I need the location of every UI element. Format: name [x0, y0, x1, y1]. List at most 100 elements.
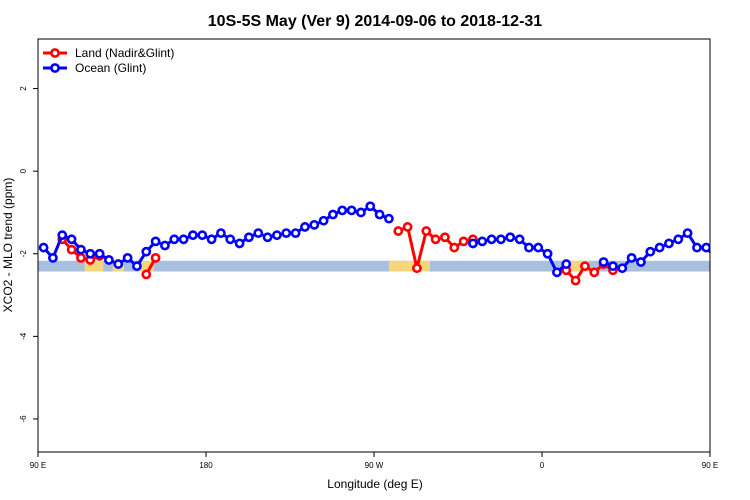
- ocean-legend-marker: [50, 63, 60, 73]
- ocean-data-point: [505, 232, 516, 243]
- ocean-data-point: [113, 259, 124, 269]
- land-legend-label: Land (Nadir&Glint): [75, 46, 174, 60]
- ocean-data-point: [281, 228, 292, 239]
- ocean-data-point: [598, 257, 609, 267]
- chart-title: 10S-5S May (Ver 9) 2014-09-06 to 2018-12…: [208, 13, 543, 30]
- y-tick-label: -4: [19, 332, 28, 340]
- ocean-data-point: [160, 240, 170, 251]
- ocean-data-point: [356, 207, 366, 218]
- land-legend-marker: [50, 48, 60, 58]
- x-tick-label: 180: [199, 461, 213, 470]
- y-tick-label: 2: [19, 86, 28, 91]
- ocean-data-point: [701, 242, 710, 253]
- ocean-data-point: [740, 244, 747, 251]
- land-data-point: [580, 261, 590, 272]
- ocean-data-point: [721, 232, 728, 239]
- ocean-data-point: [132, 261, 142, 272]
- ocean-data-point: [682, 228, 693, 239]
- ocean-data-point: [272, 230, 282, 241]
- ocean-data-point: [477, 236, 488, 247]
- ocean-data-point: [38, 242, 49, 253]
- ocean-data-point: [318, 215, 329, 226]
- ocean-data-point: [66, 234, 77, 245]
- land-strip: [388, 260, 430, 272]
- land-strip: [138, 260, 154, 272]
- ocean-data-point: [374, 209, 385, 220]
- ocean-data-point: [496, 234, 506, 245]
- y-tick-label: -2: [19, 250, 28, 258]
- ocean-data-point: [197, 230, 208, 241]
- ocean-data-point: [225, 234, 236, 245]
- ocean-data-point: [636, 257, 646, 267]
- ocean-data-point: [262, 232, 273, 243]
- ocean-data-point: [626, 252, 637, 263]
- ocean-legend-label: Ocean (Glint): [75, 61, 146, 75]
- land-strip: [570, 260, 589, 272]
- ocean-data-point: [608, 261, 618, 272]
- land-data-point: [430, 234, 441, 245]
- ocean-data-point: [244, 232, 254, 243]
- ocean-data-point: [524, 242, 534, 253]
- ocean-data-point: [234, 238, 245, 249]
- legend: Land (Nadir&Glint)Ocean (Glint): [43, 46, 174, 75]
- ocean-data-point: [617, 263, 628, 274]
- ocean-data-point: [169, 234, 180, 245]
- y-tick-label: 0: [19, 168, 28, 173]
- land-data-point: [150, 252, 161, 263]
- ocean-data-point: [486, 234, 497, 245]
- land-data-point: [393, 226, 404, 236]
- ocean-data-point: [300, 222, 310, 232]
- series-layer: [38, 201, 747, 286]
- x-axis-label: Longitude (deg E): [327, 477, 422, 491]
- ocean-data-point: [542, 248, 553, 259]
- ocean-data-point: [731, 236, 738, 243]
- x-tick-label: 90 E: [702, 461, 718, 470]
- land-data-point: [66, 244, 77, 255]
- ocean-data-point: [384, 213, 394, 224]
- land-data-point: [76, 252, 86, 263]
- ocean-data-point: [216, 228, 226, 239]
- ocean-data-point: [654, 242, 665, 253]
- y-axis-label: XCO2 - MLO trend (ppm): [1, 178, 15, 313]
- ocean-data-point: [468, 238, 478, 249]
- ocean-data-point: [328, 209, 338, 220]
- ocean-data-point: [76, 244, 86, 255]
- ocean-data-point: [552, 267, 562, 278]
- ocean-data-point: [712, 254, 719, 261]
- ocean-data-point: [290, 228, 301, 239]
- ocean-data-point: [645, 246, 656, 257]
- ocean-data-point: [150, 236, 161, 247]
- land-data-point: [440, 232, 450, 243]
- ocean-data-point: [104, 255, 114, 265]
- ocean-data-point: [346, 205, 357, 216]
- ocean-data-point: [94, 248, 105, 259]
- x-tick-label: 0: [540, 461, 545, 470]
- ocean-data-point: [206, 234, 217, 245]
- x-axis: 90 E 180 90 W 0 90 E: [30, 452, 718, 470]
- land-data-point: [421, 226, 432, 236]
- land-data-point: [412, 263, 422, 274]
- y-tick-label: -6: [19, 415, 28, 423]
- ocean-data-point: [337, 205, 348, 216]
- y-axis: -6 -4 -2 0 2: [19, 86, 38, 423]
- land-data-point: [402, 222, 413, 232]
- plot-background: [38, 39, 710, 452]
- x-tick-label: 90 W: [365, 461, 384, 470]
- ocean-data-point: [253, 228, 264, 239]
- ocean-data-point: [673, 234, 684, 245]
- ocean-strip: [38, 260, 710, 272]
- land-data-point: [589, 267, 600, 278]
- ocean-data-point: [309, 219, 320, 230]
- ocean-data-point: [533, 242, 544, 253]
- ocean-data-point: [664, 238, 674, 249]
- land-strip: [84, 260, 104, 272]
- ocean-data-point: [122, 252, 133, 263]
- ocean-data-point: [514, 234, 525, 245]
- x-tick-label: 90 E: [30, 461, 46, 470]
- ocean-data-point: [561, 259, 572, 269]
- ocean-data-point: [178, 234, 189, 245]
- land-data-point: [570, 275, 581, 286]
- land-strip: [742, 261, 750, 272]
- ocean-data-point: [85, 248, 96, 259]
